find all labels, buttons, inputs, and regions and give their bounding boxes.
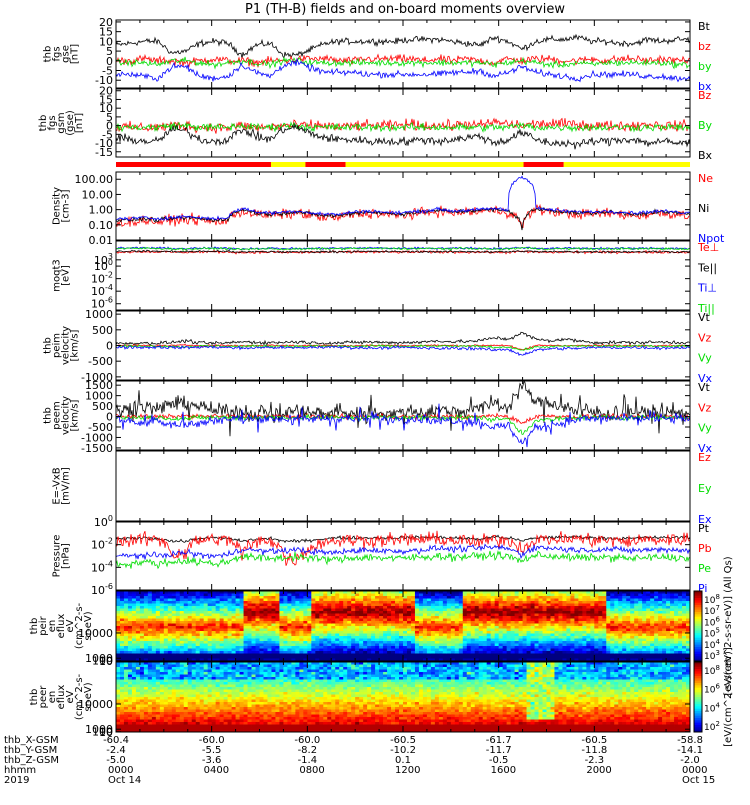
- ylabel-line: [mV/m]: [61, 467, 72, 505]
- mode-segment: [271, 162, 305, 167]
- legend-ey: Ey: [698, 482, 712, 495]
- xaxis-value: Oct 15: [682, 775, 715, 786]
- legend-ti: Ti⊥: [697, 282, 717, 295]
- plot-title: P1 (TH-B) fields and on-board moments ov…: [245, 2, 565, 17]
- legend-pb: Pb: [698, 542, 712, 555]
- ytick-label: 500: [92, 324, 113, 337]
- legend-bt: Bt: [698, 20, 711, 33]
- xaxis-value: 1600: [491, 765, 516, 776]
- mode-segment: [305, 162, 345, 167]
- legend-te: Te||: [697, 261, 717, 274]
- legend-pt: Pt: [698, 522, 710, 535]
- legend-te: Te⊥: [697, 241, 719, 254]
- ylabel-line: [cm-3]: [61, 189, 72, 222]
- xaxis-value: 0400: [204, 765, 229, 776]
- xaxis-value: 1200: [395, 765, 420, 776]
- xaxis-value: 0800: [299, 765, 324, 776]
- ylabel-density: Density[cm-3]: [52, 187, 72, 225]
- ylabel-line: sr-eV): [83, 682, 94, 711]
- mode-bar: [116, 162, 690, 167]
- mode-segment: [116, 162, 271, 167]
- legend-pe: Pe: [698, 562, 711, 575]
- legend-ez: Ez: [698, 451, 711, 464]
- ytick-label: 10.00: [82, 188, 114, 201]
- ylabel-efield: E=-VxB[mV/m]: [52, 467, 72, 505]
- ylabel-line: [km/s]: [70, 329, 81, 361]
- legend-vz: Vz: [698, 401, 712, 414]
- legend-ni: Ni: [698, 202, 709, 215]
- ytick-label: 0.10: [89, 219, 114, 232]
- legend-by: By: [698, 119, 713, 132]
- legend-vy: Vy: [698, 352, 712, 365]
- ylabel-line: [nT]: [74, 113, 85, 133]
- xaxis-value: Oct 14: [108, 775, 141, 786]
- legend-vz: Vz: [698, 331, 712, 344]
- ytick-label: 1000: [85, 308, 113, 321]
- ylabel-line: [eV]: [61, 265, 72, 286]
- colorbar-label: [eV/(cm^2-s-sr-eV)]: [723, 647, 734, 747]
- ylabel-line: sr-eV): [83, 611, 94, 640]
- ylabel-line: [nT]: [70, 44, 81, 64]
- ytick-label: -1500: [81, 442, 113, 455]
- ytick-label: 0.01: [89, 234, 114, 247]
- panel-peir_spectrogram: [116, 591, 690, 661]
- panel-peer_spectrogram: [116, 662, 690, 732]
- xaxis-row-label: 2019: [4, 775, 29, 786]
- ylabel-line: [nPa]: [61, 543, 72, 569]
- legend-bx: Bx: [698, 149, 713, 162]
- legend-vy: Vy: [698, 422, 712, 435]
- ytick-label: 0: [106, 340, 113, 353]
- ytick-label: 100.00: [75, 173, 114, 186]
- legend-by: by: [698, 60, 712, 73]
- legend-vt: Vt: [698, 381, 711, 394]
- ytick-label: -15: [95, 146, 113, 159]
- xaxis-value: 2000: [586, 765, 611, 776]
- mode-segment: [524, 162, 564, 167]
- ylabel-line: [km/s]: [70, 399, 81, 431]
- legend-bz: bz: [698, 40, 711, 53]
- ytick-label: 10: [99, 655, 113, 668]
- mode-segment: [564, 162, 690, 167]
- legend-vt: Vt: [698, 311, 711, 324]
- ytick-label: 1.00: [89, 204, 114, 217]
- mode-segment: [346, 162, 524, 167]
- legend-bz: Bz: [698, 89, 712, 102]
- ytick-label: -500: [88, 355, 113, 368]
- legend-ne: Ne: [698, 172, 713, 185]
